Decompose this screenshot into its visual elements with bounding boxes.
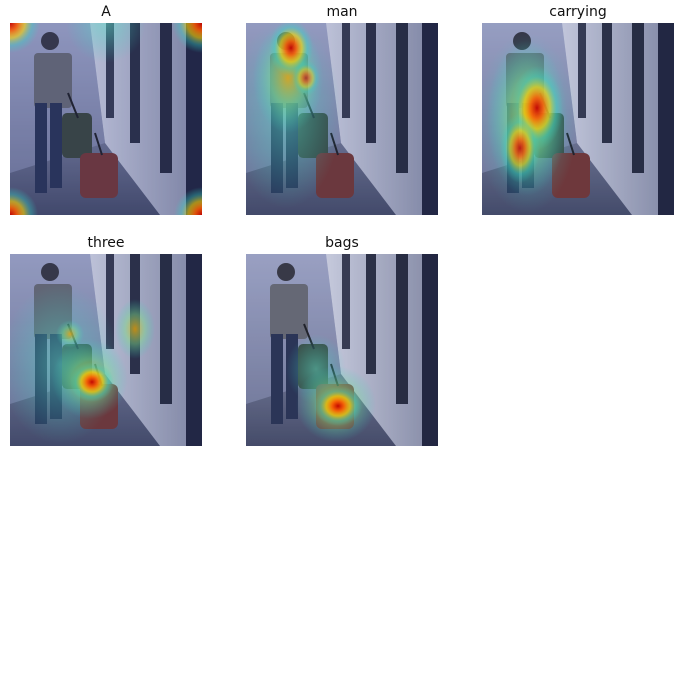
heat-overlay: [10, 23, 202, 215]
attention-heatmap-image: [246, 23, 438, 215]
heat-overlay: [246, 23, 341, 208]
panel-title: three: [87, 235, 125, 251]
attention-heatmap-image: [482, 23, 674, 215]
scene-photo: [10, 23, 202, 215]
panel-title: man: [326, 4, 358, 20]
panel-title: carrying: [549, 4, 607, 20]
panel-title: A: [101, 4, 111, 20]
attention-heatmap-image: [246, 254, 438, 446]
heat-overlay: [10, 284, 155, 444]
panel-title: bags: [325, 235, 359, 251]
heat-overlay: [482, 33, 577, 213]
attention-heatmap-image: [10, 254, 202, 446]
heat-overlay: [286, 334, 376, 442]
attention-heatmap-image: [10, 23, 202, 215]
